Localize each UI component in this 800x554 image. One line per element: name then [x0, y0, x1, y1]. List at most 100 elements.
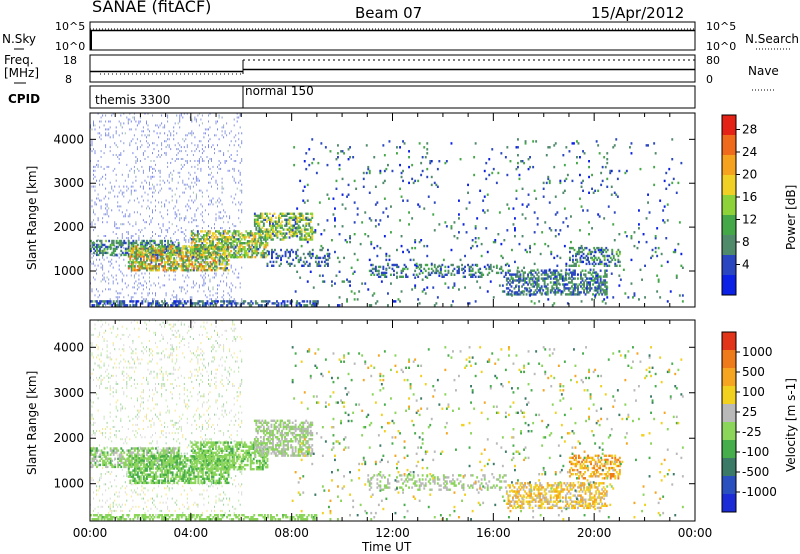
- data-cell: [199, 240, 202, 243]
- data-cell: [411, 177, 414, 181]
- data-cell: [420, 269, 423, 273]
- data-cell: [212, 253, 214, 257]
- data-cell: [327, 254, 329, 258]
- data-cell: [177, 255, 180, 258]
- data-cell: [290, 230, 293, 233]
- data-cell: [159, 211, 161, 214]
- data-cell: [199, 249, 202, 253]
- data-cell: [272, 250, 275, 254]
- freq-panel: Freq. [MHz] 18 8 80 0 Nave: [4, 53, 779, 91]
- data-cell: [204, 246, 207, 249]
- data-cell: [170, 255, 173, 258]
- data-cell: [186, 300, 189, 303]
- cpid-panel: CPID themis 3300 normal 150: [8, 84, 696, 109]
- data-cell: [198, 244, 201, 247]
- data-cell: [239, 171, 241, 174]
- data-cell: [294, 222, 297, 225]
- data-cell: [311, 232, 314, 235]
- data-cell: [344, 207, 347, 210]
- data-cell: [267, 232, 270, 235]
- data-cell: [103, 197, 105, 200]
- data-cell: [541, 292, 544, 295]
- data-cell: [96, 393, 97, 396]
- data-cell: [353, 252, 356, 256]
- data-cell: [577, 273, 579, 276]
- data-cell: [337, 256, 339, 260]
- data-cell: [368, 171, 371, 175]
- data-cell: [105, 203, 107, 206]
- data-cell: [227, 240, 229, 243]
- data-cell: [444, 282, 447, 285]
- data-cell: [221, 274, 223, 277]
- data-cell: [328, 197, 330, 200]
- data-cell: [106, 300, 109, 303]
- data-cell: [503, 275, 506, 278]
- data-cell: [188, 254, 190, 257]
- data-cell: [94, 124, 96, 127]
- data-cell: [132, 138, 134, 141]
- data-cell: [255, 220, 258, 223]
- data-cell: [174, 240, 176, 243]
- data-cell: [279, 226, 282, 229]
- data-cell: [572, 293, 575, 296]
- data-cell: [215, 292, 217, 295]
- data-cell: [566, 302, 569, 305]
- data-cell: [180, 269, 183, 272]
- data-cell: [117, 205, 119, 208]
- data-cell: [593, 246, 596, 250]
- data-cell: [436, 185, 439, 188]
- data-cell: [605, 262, 608, 266]
- data-cell: [248, 234, 251, 237]
- data-cell: [133, 265, 136, 268]
- data-cell: [197, 265, 200, 268]
- data-cell: [176, 213, 178, 216]
- data-cell: [174, 251, 177, 254]
- data-cell: [214, 148, 215, 151]
- data-cell: [400, 290, 403, 293]
- data-cell: [272, 228, 274, 231]
- data-cell: [444, 161, 447, 165]
- data-cell: [238, 169, 240, 172]
- data-cell: [155, 199, 156, 202]
- data-cell: [554, 269, 557, 272]
- data-cell: [385, 167, 388, 171]
- data-cell: [198, 161, 200, 164]
- data-cell: [94, 434, 96, 437]
- data-cell: [161, 300, 163, 303]
- data-cell: [96, 356, 97, 359]
- data-cell: [189, 247, 192, 250]
- data-cell: [156, 265, 159, 268]
- data-cell: [314, 260, 317, 264]
- data-cell: [564, 287, 567, 290]
- data-cell: [209, 236, 211, 239]
- data-cell: [176, 304, 179, 307]
- data-cell: [647, 193, 649, 196]
- data-cell: [590, 287, 593, 290]
- data-cell: [574, 289, 576, 292]
- data-cell: [193, 244, 196, 247]
- data-cell: [270, 226, 273, 229]
- data-cell: [182, 259, 185, 262]
- data-cell: [315, 254, 318, 258]
- data-cell: [553, 144, 556, 147]
- data-cell: [209, 181, 211, 184]
- data-cell: [168, 253, 171, 256]
- data-cell: [258, 224, 261, 227]
- data-cell: [168, 267, 171, 270]
- data-cell: [519, 293, 522, 296]
- data-cell: [468, 302, 471, 305]
- data-cell: [189, 255, 192, 258]
- data-cell: [106, 134, 108, 137]
- data-cell: [598, 250, 601, 254]
- data-cell: [312, 158, 315, 161]
- data-cell: [215, 134, 217, 137]
- data-cell: [168, 130, 170, 133]
- data-cell: [554, 283, 557, 286]
- data-cell: [436, 269, 439, 273]
- data-cell: [185, 263, 188, 266]
- data-cell: [203, 267, 206, 270]
- data-cell: [144, 261, 147, 264]
- data-cell: [114, 223, 116, 226]
- data-cell: [596, 277, 599, 280]
- data-cell: [200, 118, 202, 121]
